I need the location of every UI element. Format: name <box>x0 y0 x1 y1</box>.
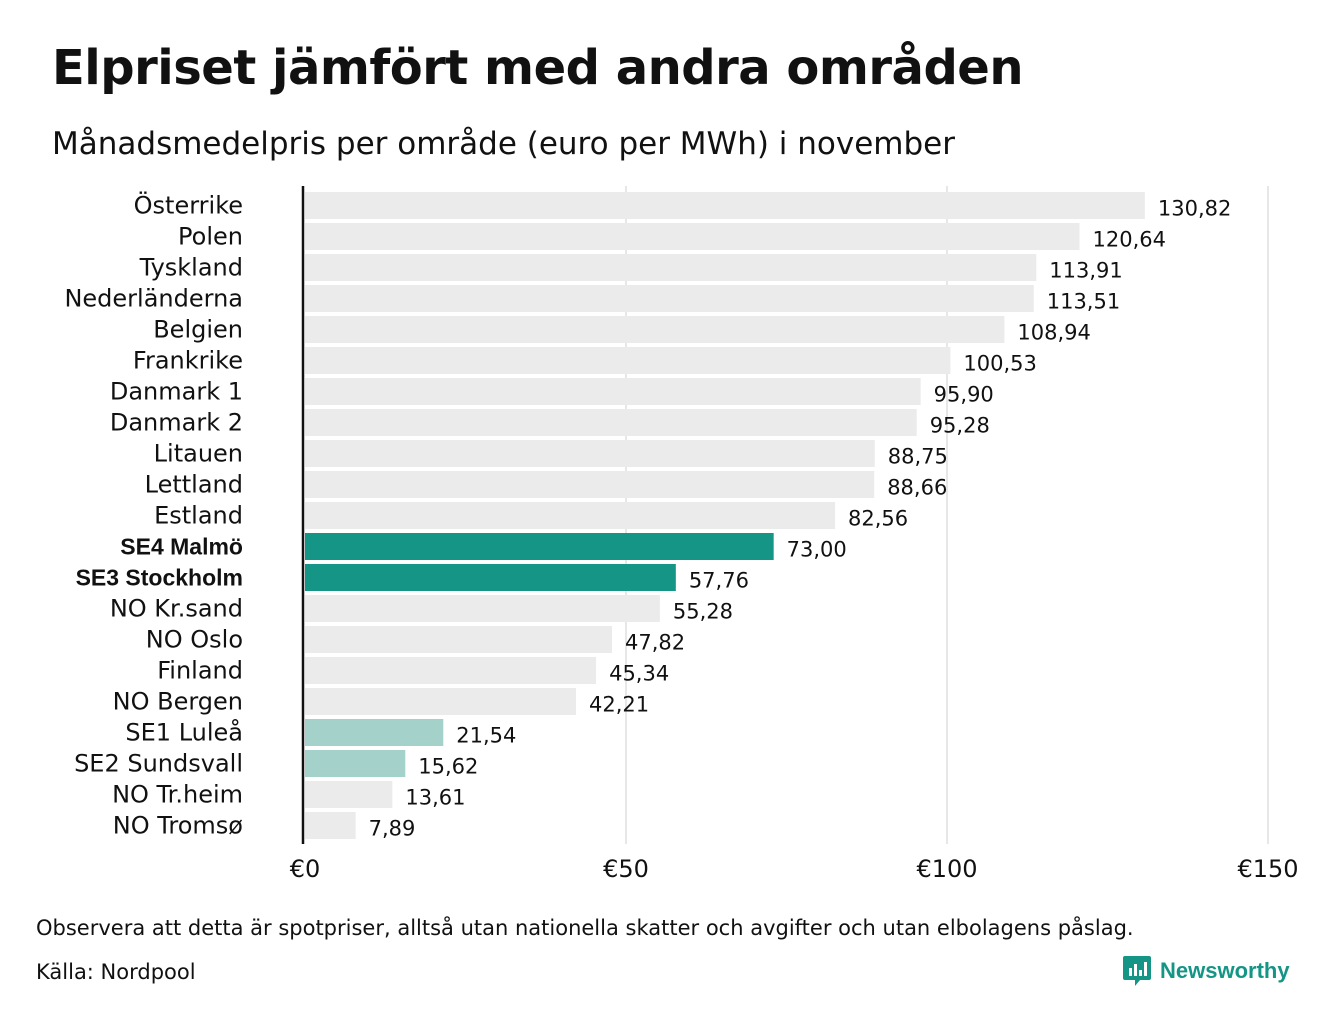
bar <box>305 285 1034 312</box>
value-label: 113,51 <box>1047 290 1120 314</box>
source-line: Källa: Nordpool <box>36 960 196 984</box>
newsworthy-logo-icon <box>1123 956 1151 986</box>
category-label: Danmark 2 <box>110 409 243 437</box>
value-label: 47,82 <box>625 631 685 655</box>
bar <box>305 378 921 405</box>
category-label: Frankrike <box>133 347 243 375</box>
footnote: Observera att detta är spotpriser, allts… <box>36 916 1134 940</box>
bar <box>305 223 1080 250</box>
value-label: 130,82 <box>1158 197 1231 221</box>
category-label: SE4 Malmö <box>120 534 243 560</box>
bar <box>305 409 917 436</box>
bar <box>305 254 1037 281</box>
category-label: SE1 Luleå <box>125 718 243 747</box>
category-label: SE2 Sundsvall <box>74 750 243 778</box>
chart-subtitle: Månadsmedelpris per område (euro per MWh… <box>52 126 955 162</box>
value-label: 95,28 <box>930 414 990 438</box>
category-label: Tyskland <box>139 254 243 282</box>
bar <box>305 533 774 560</box>
bar <box>305 471 875 498</box>
category-label: SE3 Stockholm <box>76 565 243 591</box>
bar <box>305 564 676 591</box>
bar <box>305 502 836 529</box>
category-label: NO Tr.heim <box>112 781 243 809</box>
value-label: 120,64 <box>1093 228 1166 252</box>
bar <box>305 192 1145 219</box>
bar <box>305 719 444 746</box>
category-label: Estland <box>154 502 243 530</box>
bar <box>305 781 393 808</box>
category-label: Polen <box>178 223 243 251</box>
bar <box>305 440 875 467</box>
value-label: 7,89 <box>369 817 416 841</box>
category-label: Litauen <box>154 440 243 468</box>
category-label: NO Oslo <box>146 626 243 654</box>
bar <box>305 688 576 715</box>
x-tick-label: €150 <box>1237 855 1298 883</box>
bar <box>305 750 406 777</box>
value-label: 13,61 <box>405 786 465 810</box>
value-label: 88,66 <box>887 476 947 500</box>
x-tick-label: €100 <box>916 855 977 883</box>
category-label: NO Tromsø <box>113 812 243 840</box>
value-label: 88,75 <box>888 445 948 469</box>
bar <box>305 316 1005 343</box>
value-label: 55,28 <box>673 600 733 624</box>
x-tick-label: €50 <box>603 855 649 883</box>
bar <box>305 657 597 684</box>
value-label: 21,54 <box>456 724 516 748</box>
category-label: Lettland <box>145 471 243 499</box>
bar <box>305 347 951 374</box>
value-label: 73,00 <box>787 538 847 562</box>
brand-name: Newsworthy <box>1160 958 1290 983</box>
bar <box>305 812 356 839</box>
brand-logo: Newsworthy <box>1122 954 1290 988</box>
chart-title: Elpriset jämfört med andra områden <box>52 40 1024 96</box>
category-label: Österrike <box>134 191 243 220</box>
value-label: 45,34 <box>609 662 669 686</box>
bar <box>305 595 660 622</box>
bar-chart: Österrike 130,82 Polen 120,64 Tyskland 113,91… <box>64 186 1299 883</box>
x-tick-label: €0 <box>290 855 321 883</box>
value-label: 42,21 <box>589 693 649 717</box>
value-label: 100,53 <box>963 352 1036 376</box>
category-label: Danmark 1 <box>110 378 243 406</box>
category-label: Finland <box>157 657 243 685</box>
value-label: 113,91 <box>1049 259 1122 283</box>
value-label: 95,90 <box>934 383 994 407</box>
value-label: 82,56 <box>848 507 908 531</box>
category-label: NO Kr.sand <box>110 595 243 623</box>
bar <box>305 626 613 653</box>
category-label: Belgien <box>153 316 243 344</box>
value-label: 15,62 <box>418 755 478 779</box>
value-label: 57,76 <box>689 569 749 593</box>
category-label: NO Bergen <box>113 688 243 716</box>
category-label: Nederländerna <box>64 285 243 313</box>
value-label: 108,94 <box>1017 321 1090 345</box>
